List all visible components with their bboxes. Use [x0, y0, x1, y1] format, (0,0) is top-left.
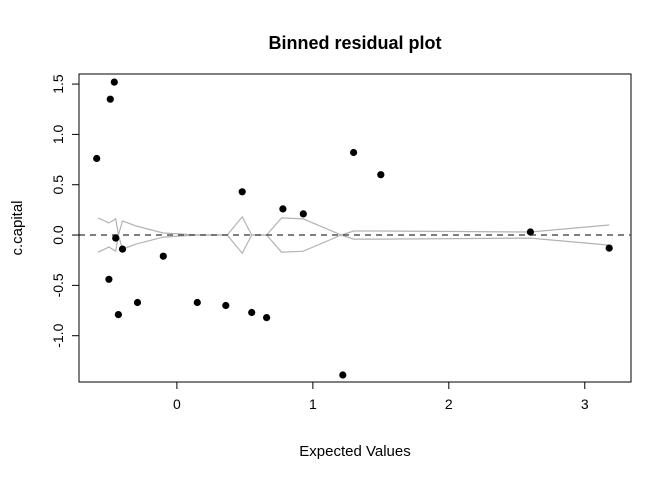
residual-point	[110, 78, 118, 86]
error-bounds-layer	[97, 215, 610, 255]
y-tick-label: -0.5	[50, 273, 66, 297]
residual-point	[106, 95, 114, 103]
residual-point	[263, 314, 271, 322]
residual-point	[114, 311, 122, 319]
residual-point	[526, 228, 535, 236]
x-axis: 0 1 2 3	[173, 381, 589, 412]
x-tick-label: 2	[445, 396, 453, 412]
x-tick-label: 3	[581, 396, 589, 412]
residual-point	[118, 245, 127, 253]
residual-point	[112, 234, 120, 242]
residual-points-layer	[93, 78, 613, 379]
residual-point	[193, 298, 201, 307]
residual-point	[105, 275, 113, 283]
y-axis: -1.0 -0.5 0.0 0.5 1.0 1.5	[50, 74, 80, 348]
plot-frame	[78, 73, 632, 383]
lower-bound-line	[97, 234, 610, 255]
residual-point	[299, 210, 307, 218]
residual-point	[605, 244, 613, 252]
y-tick-label: -1.0	[50, 323, 66, 347]
chart-title: Binned residual plot	[268, 33, 441, 53]
residual-point	[279, 205, 287, 213]
residual-point	[133, 298, 142, 307]
x-tick-label: 1	[309, 396, 317, 412]
residual-point	[350, 148, 358, 157]
x-axis-label: Expected Values	[299, 443, 410, 460]
y-tick-label: 1.0	[50, 124, 66, 144]
y-tick-label: 1.5	[50, 74, 66, 94]
residual-point	[93, 154, 101, 163]
y-axis-label: c.capital	[9, 200, 26, 255]
residual-point	[238, 188, 246, 196]
residual-point	[159, 252, 167, 260]
residual-point	[377, 171, 385, 179]
y-tick-label: 0.0	[50, 225, 66, 245]
residual-point	[248, 308, 256, 317]
residual-point	[339, 371, 347, 379]
y-tick-label: 0.5	[50, 175, 66, 195]
x-tick-label: 0	[173, 396, 181, 412]
residual-point	[222, 301, 230, 310]
